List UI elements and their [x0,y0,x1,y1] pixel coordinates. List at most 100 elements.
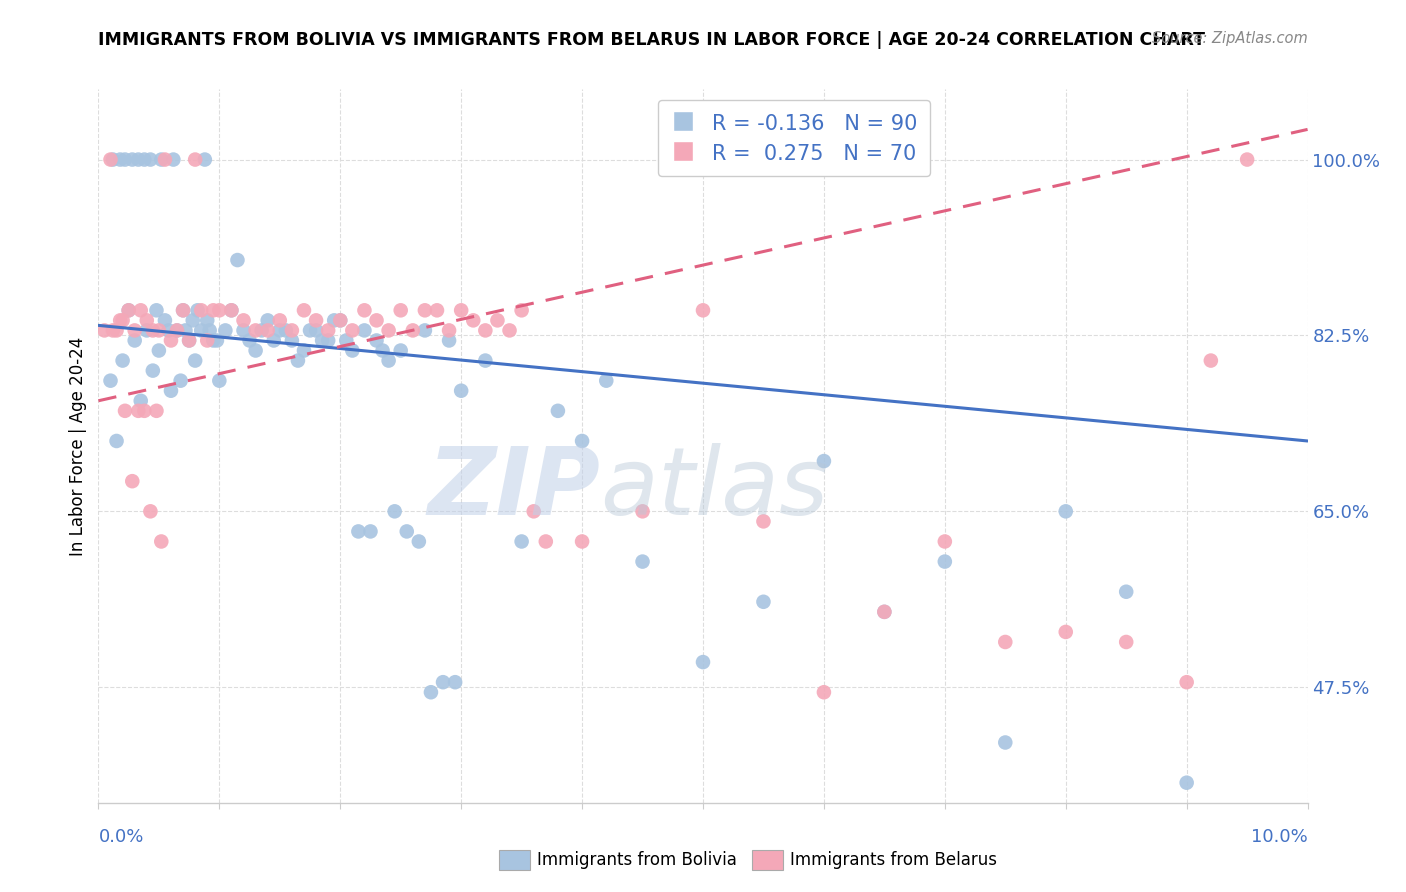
Point [195,334,218,348]
Point [226,253,249,268]
Point [184,353,207,368]
Point [101,153,124,167]
Point [463,313,485,327]
Point [111,353,134,368]
Point [221,303,243,318]
Point [437,334,460,348]
Point [263,334,285,348]
Point [752,515,775,529]
Point [239,334,262,348]
Point [323,313,346,327]
Point [172,303,194,318]
Point [150,534,173,549]
Point [166,323,188,337]
Point [135,313,157,327]
Point [547,404,569,418]
Point [402,323,425,337]
Point [523,504,546,518]
Point [413,323,436,337]
Point [371,343,394,358]
Point [305,313,328,327]
Point [118,303,141,318]
Point [195,313,218,327]
Point [153,153,176,167]
Point [142,323,165,337]
Point [205,334,228,348]
Point [342,343,364,358]
Point [245,323,267,337]
Point [108,313,131,327]
Point [395,524,418,539]
Point [118,303,141,318]
Point [269,313,291,327]
Point [108,153,131,167]
Point [752,595,775,609]
Point [408,534,430,549]
Point [142,363,165,377]
Point [437,323,460,337]
Point [169,374,191,388]
Point [100,374,122,388]
Point [631,555,654,569]
Point [450,384,472,398]
Point [377,353,399,368]
Point [384,504,406,518]
Point [101,323,124,337]
Point [389,343,412,358]
Point [274,323,297,337]
Point [1236,153,1258,167]
Point [145,404,167,418]
Point [245,343,267,358]
Point [121,474,143,488]
Text: Immigrants from Belarus: Immigrants from Belarus [790,851,997,869]
Point [420,685,443,699]
Point [111,313,134,327]
Text: Immigrants from Bolivia: Immigrants from Bolivia [537,851,737,869]
Text: 0.0%: 0.0% [98,828,143,846]
Point [135,323,157,337]
Text: atlas: atlas [600,443,828,534]
Point [813,454,835,468]
Point [873,605,896,619]
Point [150,153,173,167]
Point [1054,624,1077,639]
Point [184,153,207,167]
Point [202,334,225,348]
Text: Source: ZipAtlas.com: Source: ZipAtlas.com [1152,31,1308,46]
Point [1199,353,1222,368]
Point [571,434,593,448]
Point [934,555,956,569]
Point [281,323,304,337]
Point [105,323,128,337]
Point [269,323,291,337]
Point [194,153,217,167]
Point [1175,675,1198,690]
Point [534,534,557,549]
Point [121,153,143,167]
Text: ZIP: ZIP [427,442,600,535]
Point [366,334,388,348]
Point [179,334,201,348]
Point [174,323,197,337]
Point [114,404,136,418]
Point [305,323,328,337]
Point [124,323,146,337]
Point [166,323,188,337]
Point [498,323,520,337]
Point [100,153,122,167]
Point [292,303,315,318]
Point [353,323,375,337]
Point [287,353,309,368]
Point [329,313,352,327]
Point [127,153,149,167]
Point [366,313,388,327]
Point [198,323,221,337]
Point [432,675,454,690]
Point [413,303,436,318]
Point [873,605,896,619]
Point [426,303,449,318]
Point [813,685,835,699]
Point [145,303,167,318]
Y-axis label: In Labor Force | Age 20-24: In Labor Force | Age 20-24 [69,336,87,556]
Point [124,334,146,348]
